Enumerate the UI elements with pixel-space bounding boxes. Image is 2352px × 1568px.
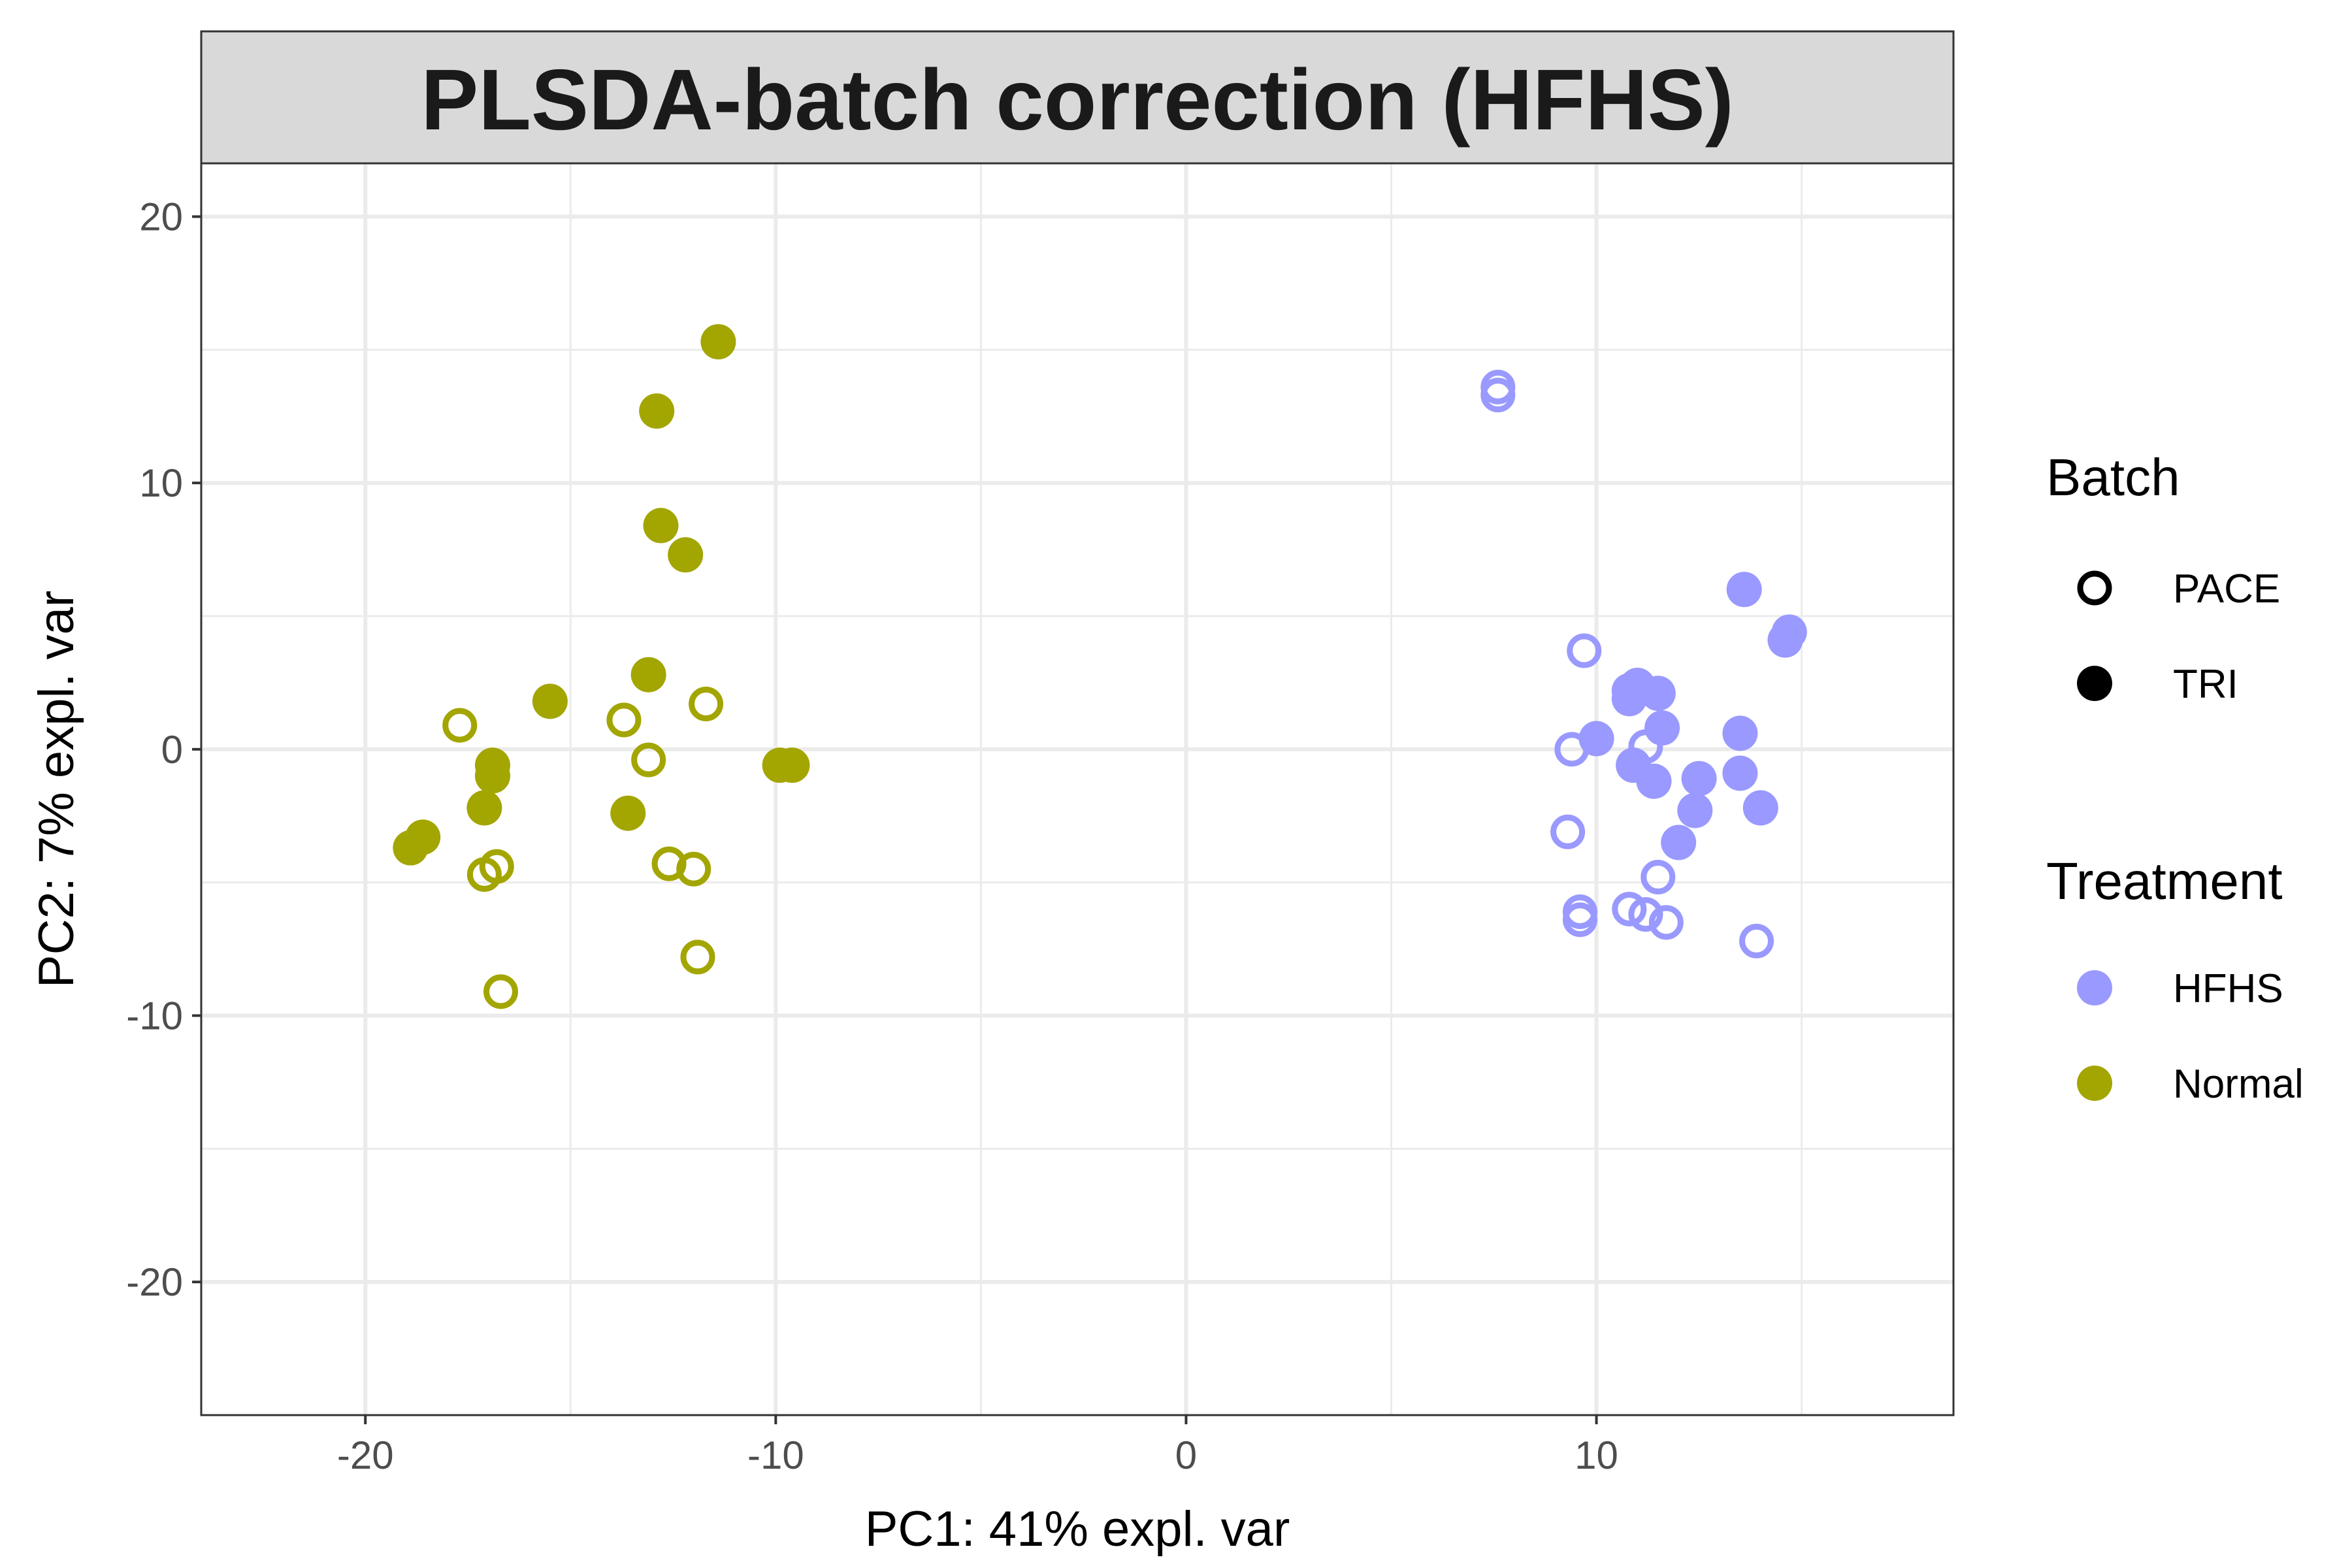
x-tick-label: -20 [337, 1433, 394, 1477]
legend-label-tri: TRI [2173, 662, 2238, 707]
point-normal-pace [689, 687, 724, 722]
y-tick-label: 20 [139, 195, 183, 239]
point-normal-tri [639, 393, 675, 429]
point-hfhs-pace [1628, 897, 1663, 932]
y-tick-label: -10 [126, 994, 183, 1038]
point-normal-pace [676, 851, 711, 887]
point-hfhs-pace [1641, 860, 1676, 895]
axis-ticks: -20 -10 0 10 20 10 0 -10 -20 [126, 195, 1618, 1477]
point-normal-pace [483, 974, 519, 1009]
legend-label-normal: Normal [2173, 1062, 2304, 1107]
y-axis-title: PC2: 7% expl. var [29, 591, 84, 988]
point-hfhs-pace [1739, 923, 1774, 958]
point-hfhs-pace [1562, 902, 1597, 938]
x-tick-label: 10 [1575, 1433, 1618, 1477]
grid [201, 163, 1953, 1415]
point-normal-pace [606, 702, 642, 738]
legend-label-pace: PACE [2173, 566, 2280, 612]
point-hfhs-pace [1648, 905, 1684, 940]
legend-label-hfhs: HFHS [2173, 966, 2283, 1011]
legend-title-treatment: Treatment [2046, 852, 2283, 910]
point-normal-tri [466, 790, 502, 826]
legend-key-open-circle [2077, 570, 2112, 606]
point-normal-pace [442, 708, 478, 743]
point-hfhs-tri [1742, 790, 1778, 826]
point-hfhs-tri [1677, 792, 1713, 828]
x-tick-label: 0 [1175, 1433, 1197, 1477]
point-normal-tri [700, 324, 736, 360]
y-tick-label: 10 [139, 461, 183, 505]
point-hfhs-tri [1722, 755, 1758, 791]
point-normal-tri [610, 795, 646, 831]
point-hfhs-pace [1567, 633, 1602, 668]
y-tick-label: -20 [126, 1260, 183, 1304]
point-hfhs-tri [1640, 676, 1676, 711]
point-hfhs-tri [1644, 710, 1680, 746]
point-hfhs-pace [1612, 891, 1647, 926]
point-normal-pace [479, 849, 514, 884]
data-points [393, 324, 1807, 1009]
legend-key-filled-circle [2077, 666, 2112, 701]
point-normal-tri [474, 758, 510, 794]
point-normal-tri [393, 830, 429, 866]
point-hfhs-pace [1554, 732, 1590, 767]
point-hfhs-pace [1480, 378, 1516, 413]
point-normal-tri [643, 508, 679, 544]
point-hfhs-tri [1722, 715, 1758, 751]
point-normal-tri [774, 747, 810, 783]
legend-key-hfhs [2077, 970, 2112, 1005]
point-hfhs-pace [1628, 729, 1663, 764]
chart-title: PLSDA-batch correction (HFHS) [421, 52, 1733, 148]
point-hfhs-tri [1726, 572, 1762, 608]
point-hfhs-tri [1636, 763, 1672, 799]
y-tick-label: 0 [161, 728, 183, 772]
point-hfhs-tri [1661, 825, 1697, 860]
x-tick-label: -10 [747, 1433, 804, 1477]
point-normal-tri [668, 537, 704, 573]
point-normal-pace [631, 742, 666, 777]
point-hfhs-tri [1767, 622, 1803, 658]
point-normal-pace [680, 939, 715, 975]
point-normal-tri [532, 683, 568, 719]
legend-title-batch: Batch [2046, 448, 2180, 506]
point-hfhs-tri [1681, 760, 1717, 796]
point-hfhs-tri [1611, 681, 1647, 717]
legend-key-normal [2077, 1066, 2112, 1101]
x-axis-title: PC1: 41% expl. var [865, 1501, 1290, 1557]
point-normal-tri [630, 657, 666, 693]
point-hfhs-pace [1550, 814, 1586, 849]
legend: Batch PACE TRI Treatment HFHS Normal [2046, 448, 2304, 1107]
title-strip [200, 30, 1955, 165]
